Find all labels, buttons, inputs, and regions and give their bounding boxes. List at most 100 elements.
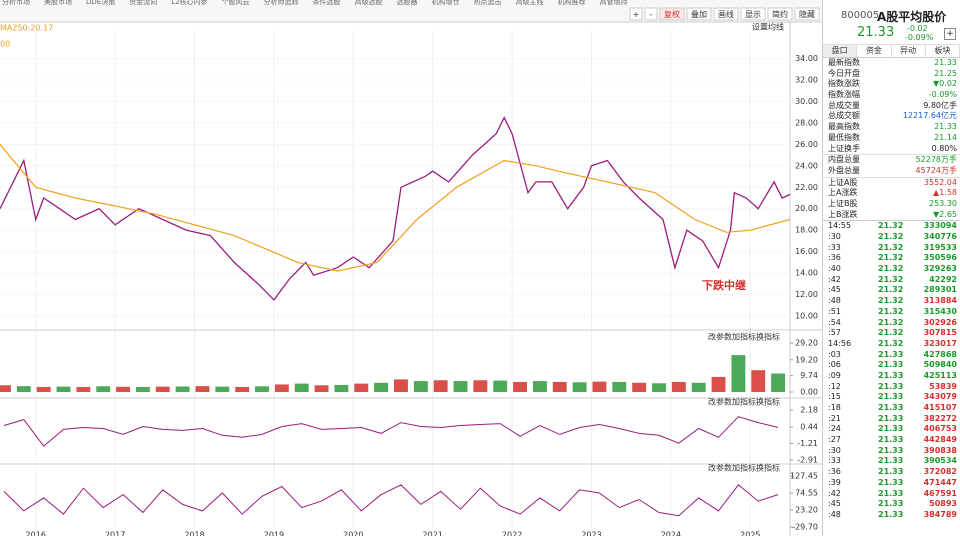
x-tick-label: 2019 [264, 531, 284, 536]
tab-bar: 盘口 资金 异动 板块 [823, 45, 960, 58]
trade-time: :33 [828, 242, 841, 252]
trade-time: :42 [828, 488, 841, 498]
quote-value: 21.14 [934, 132, 957, 142]
panel-button[interactable]: 改参数 [708, 397, 732, 407]
trade-price: 21.33 [878, 488, 904, 498]
x-tick-label: 2020 [343, 531, 363, 536]
trade-volume: 50893 [929, 499, 957, 509]
volume-bar [235, 386, 250, 392]
menu-item[interactable]: 美股市场 [44, 0, 72, 6]
quote-label: 最新指数 [828, 58, 860, 67]
y-tick-label: 2.18 [800, 406, 818, 415]
tab[interactable]: 盘口 [823, 45, 858, 57]
toolbar-label: 复权 [664, 9, 680, 19]
kdj-line [3, 484, 779, 517]
toolbar-button[interactable] [659, 7, 685, 21]
trade-price: 21.33 [878, 445, 904, 455]
volume-bar [215, 386, 230, 392]
stock-code: 800005 [841, 10, 880, 21]
menu-item[interactable]: 高级主线 [516, 0, 544, 6]
trade-volume: 467591 [923, 488, 957, 498]
trade-volume: 302926 [923, 317, 957, 327]
trade-row: :42 21.33 467591 [823, 489, 960, 500]
menu-item[interactable]: 热点追击 [474, 0, 502, 6]
quote-label: 最高指数 [828, 122, 860, 132]
trade-volume: 384789 [923, 509, 957, 519]
top-strip [0, 0, 822, 22]
quote-label: 上B涨跌 [828, 209, 858, 219]
quote-value: 21.33 [934, 122, 957, 132]
panel-button[interactable]: 加指标 [732, 332, 756, 342]
trade-price: 21.32 [878, 232, 904, 241]
tab[interactable]: 异动 [892, 45, 926, 57]
toolbar-button[interactable] [629, 7, 643, 21]
tab[interactable]: 资金 [857, 45, 892, 57]
set-ma[interactable]: 设置均线 [752, 22, 784, 32]
panel-button[interactable]: 换指标 [756, 397, 780, 407]
trade-time: :15 [828, 392, 841, 402]
quote-value: 9.80亿手 [923, 100, 957, 110]
trade-price: 21.33 [878, 403, 904, 412]
volume-bar [771, 373, 786, 392]
trade-time: :36 [828, 467, 841, 477]
quote-row: 最高指数 21.33 [823, 122, 960, 133]
quote-row: 最新指数 21.33 [823, 58, 960, 69]
quote-value: 21.25 [934, 68, 957, 78]
panel-button[interactable]: 加指标 [732, 397, 756, 407]
quote-label: 上A涨跌 [828, 188, 858, 198]
panel-button[interactable]: 换指标 [756, 463, 780, 473]
trade-time: :39 [828, 477, 841, 487]
menu-item[interactable]: 机构推荐 [558, 0, 586, 6]
quote-label: 今日开盘 [828, 68, 860, 78]
add-button[interactable]: + [944, 28, 956, 40]
quote-row: 上证A股 3552.04 [823, 176, 960, 189]
panel-button[interactable]: 改参数 [708, 332, 732, 342]
trade-time: :30 [828, 232, 841, 241]
toolbar-button[interactable] [794, 7, 820, 21]
y-tick-label: 34.00 [795, 54, 818, 63]
trade-volume: 340776 [923, 232, 957, 241]
menu-item[interactable]: 机构增仓 [432, 0, 460, 6]
panel-button[interactable]: 改参数 [708, 463, 732, 473]
panel-button[interactable]: 加指标 [732, 463, 756, 473]
menu-item[interactable]: L2核心内参 [171, 0, 207, 6]
volume-bar [155, 386, 170, 392]
menu-item[interactable]: 资金流向 [129, 0, 157, 6]
trade-time: :36 [828, 253, 841, 263]
quote-label: 内盘总量 [828, 155, 860, 165]
menu-item[interactable]: 个股风云 [222, 0, 250, 6]
toolbar-button[interactable] [686, 7, 712, 21]
volume-bar [513, 381, 527, 392]
trade-row: :18 21.33 415107 [823, 403, 960, 414]
menu-item[interactable]: 分析市场 [2, 0, 30, 6]
y-tick-label: 26.00 [795, 140, 818, 149]
trade-price: 21.33 [878, 349, 904, 359]
toolbar-button[interactable] [767, 7, 793, 21]
trade-row: 14:56 21.32 323017 [823, 339, 960, 350]
menu-item[interactable]: 分析师追踪 [264, 0, 299, 6]
menu-item[interactable]: 条件选股 [313, 0, 341, 6]
menu-item[interactable]: DDE决策 [86, 0, 115, 6]
volume-bar [751, 370, 766, 392]
change-pct: -0.09% [905, 33, 934, 42]
quote-row: 上证B股 253.30 [823, 199, 960, 210]
menu-item[interactable]: 高级选股 [355, 0, 383, 6]
quote-value: 12217.64亿元 [902, 111, 957, 121]
toolbar-button[interactable] [713, 7, 739, 21]
trade-volume: 313884 [923, 296, 957, 306]
menu-item[interactable]: 选股器 [397, 0, 418, 6]
x-tick-label: 2023 [581, 531, 601, 536]
volume-bar [413, 381, 428, 392]
trade-price: 21.33 [878, 435, 904, 445]
trade-volume: 333094 [923, 221, 957, 231]
ma-label: MA250:20.17 [0, 24, 53, 33]
x-tick-label: 2021 [423, 531, 443, 536]
trade-volume: 471447 [923, 477, 957, 487]
trade-time: :21 [828, 413, 841, 423]
tab[interactable]: 板块 [926, 45, 960, 57]
panel-button[interactable]: 换指标 [756, 332, 780, 342]
menu-item[interactable]: 高管增持 [600, 0, 628, 6]
toolbar-button[interactable] [644, 7, 658, 21]
toolbar-button[interactable] [740, 7, 766, 21]
